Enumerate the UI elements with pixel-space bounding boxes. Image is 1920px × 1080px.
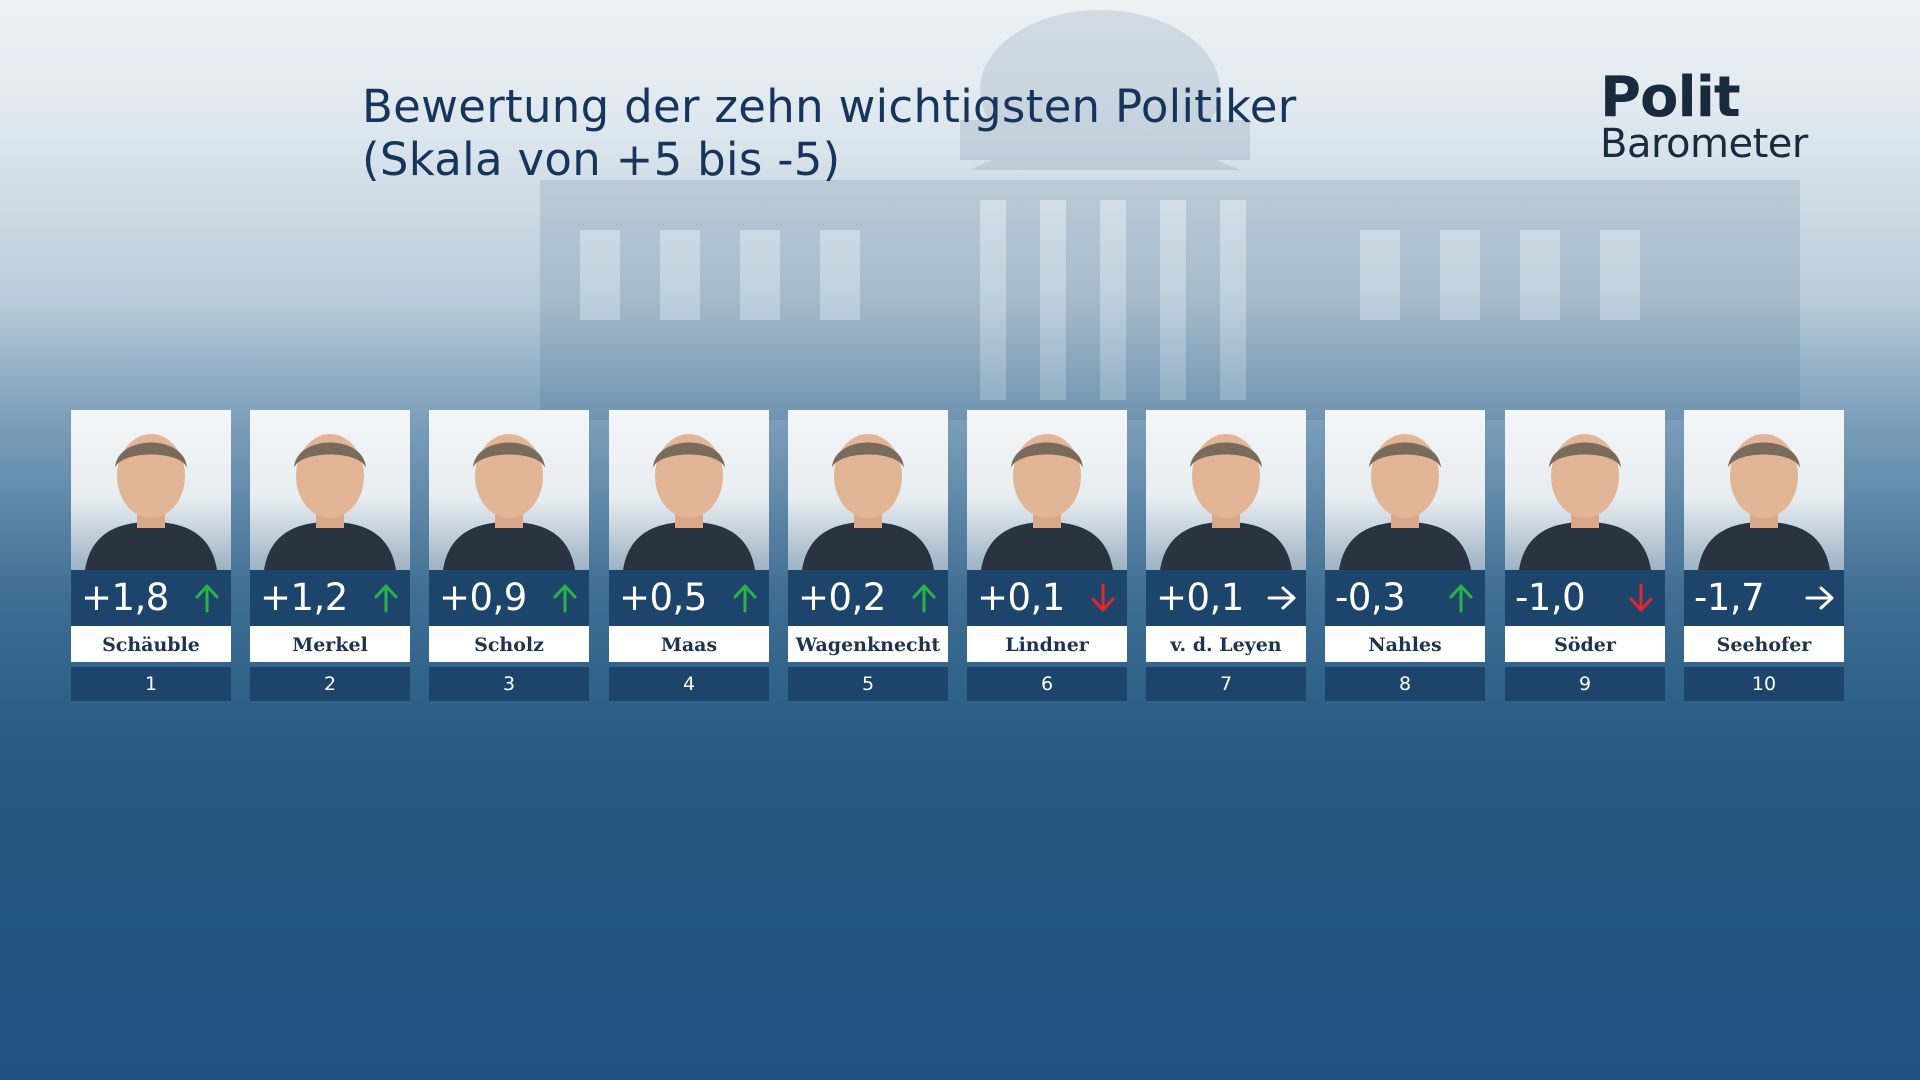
politician-name: v. d. Leyen bbox=[1146, 626, 1306, 662]
rank-number: 3 bbox=[429, 667, 589, 701]
score-box: +0,1 bbox=[1146, 570, 1306, 626]
politician-name: Scholz bbox=[429, 626, 589, 662]
chart-title-line1: Bewertung der zehn wichtigsten Politiker bbox=[362, 80, 1297, 133]
trend-up-arrow-icon bbox=[1449, 584, 1473, 613]
politician-card: +0,2 Wagenknecht 5 bbox=[788, 410, 948, 701]
politician-card: +0,5 Maas 4 bbox=[609, 410, 769, 701]
trend-flat-arrow-icon bbox=[1805, 586, 1834, 610]
trend-up-arrow-icon bbox=[374, 584, 398, 613]
politician-card: -1,0 Söder 9 bbox=[1505, 410, 1665, 701]
trend-down-arrow-icon bbox=[1091, 583, 1115, 612]
politician-name: Seehofer bbox=[1684, 626, 1844, 662]
score-value: -0,3 bbox=[1335, 576, 1406, 619]
politician-photo bbox=[250, 410, 410, 570]
politician-name: Merkel bbox=[250, 626, 410, 662]
politician-name: Wagenknecht bbox=[788, 626, 948, 662]
score-box: +1,2 bbox=[250, 570, 410, 626]
score-value: -1,7 bbox=[1694, 576, 1765, 619]
politician-photo bbox=[1505, 410, 1665, 570]
rank-number: 4 bbox=[609, 667, 769, 701]
politbarometer-logo: Polit Barometer bbox=[1560, 68, 1810, 188]
trend-flat-arrow-icon bbox=[1267, 586, 1296, 610]
politician-photo bbox=[1146, 410, 1306, 570]
rank-number: 10 bbox=[1684, 667, 1844, 701]
politician-card: -1,7 Seehofer 10 bbox=[1684, 410, 1844, 701]
politician-card: -0,3 Nahles 8 bbox=[1325, 410, 1485, 701]
score-box: -1,7 bbox=[1684, 570, 1844, 626]
logo-word-polit: Polit bbox=[1600, 65, 1741, 130]
politician-photo bbox=[1684, 410, 1844, 570]
score-value: +1,2 bbox=[260, 576, 348, 619]
politician-photo bbox=[429, 410, 589, 570]
score-value: +0,5 bbox=[619, 576, 707, 619]
score-value: +0,1 bbox=[977, 576, 1065, 619]
chart-title-line2: (Skala von +5 bis -5) bbox=[362, 133, 841, 186]
politician-photo bbox=[71, 410, 231, 570]
politician-name: Söder bbox=[1505, 626, 1665, 662]
rank-number: 2 bbox=[250, 667, 410, 701]
politician-name: Nahles bbox=[1325, 626, 1485, 662]
rank-number: 5 bbox=[788, 667, 948, 701]
politician-photo bbox=[788, 410, 948, 570]
trend-up-arrow-icon bbox=[195, 584, 219, 613]
logo-word-barometer: Barometer bbox=[1600, 121, 1808, 167]
rank-number: 1 bbox=[71, 667, 231, 701]
trend-up-arrow-icon bbox=[912, 584, 936, 613]
score-box: -0,3 bbox=[1325, 570, 1485, 626]
politician-name: Schäuble bbox=[71, 626, 231, 662]
score-box: +0,1 bbox=[967, 570, 1127, 626]
politician-card: +1,2 Merkel 2 bbox=[250, 410, 410, 701]
politician-photo bbox=[1325, 410, 1485, 570]
score-box: +0,9 bbox=[429, 570, 589, 626]
score-value: +0,1 bbox=[1156, 576, 1244, 619]
rank-number: 8 bbox=[1325, 667, 1485, 701]
score-value: +0,9 bbox=[439, 576, 527, 619]
trend-down-arrow-icon bbox=[1629, 583, 1653, 612]
politician-card: +1,8 Schäuble 1 bbox=[71, 410, 231, 701]
rank-number: 9 bbox=[1505, 667, 1665, 701]
score-box: +0,2 bbox=[788, 570, 948, 626]
politician-name: Lindner bbox=[967, 626, 1127, 662]
rank-number: 6 bbox=[967, 667, 1127, 701]
politician-card: +0,9 Scholz 3 bbox=[429, 410, 589, 701]
politician-card: +0,1 Lindner 6 bbox=[967, 410, 1127, 701]
trend-up-arrow-icon bbox=[553, 584, 577, 613]
score-box: +1,8 bbox=[71, 570, 231, 626]
score-value: -1,0 bbox=[1515, 576, 1586, 619]
chart-title: Bewertung der zehn wichtigsten Politiker… bbox=[362, 80, 1297, 186]
politician-name: Maas bbox=[609, 626, 769, 662]
reichstag-background bbox=[540, 10, 1800, 420]
score-value: +1,8 bbox=[81, 576, 169, 619]
politician-photo bbox=[967, 410, 1127, 570]
score-value: +0,2 bbox=[798, 576, 886, 619]
score-box: -1,0 bbox=[1505, 570, 1665, 626]
score-box: +0,5 bbox=[609, 570, 769, 626]
politician-card: +0,1 v. d. Leyen 7 bbox=[1146, 410, 1306, 701]
politician-photo bbox=[609, 410, 769, 570]
rank-number: 7 bbox=[1146, 667, 1306, 701]
trend-up-arrow-icon bbox=[733, 584, 757, 613]
